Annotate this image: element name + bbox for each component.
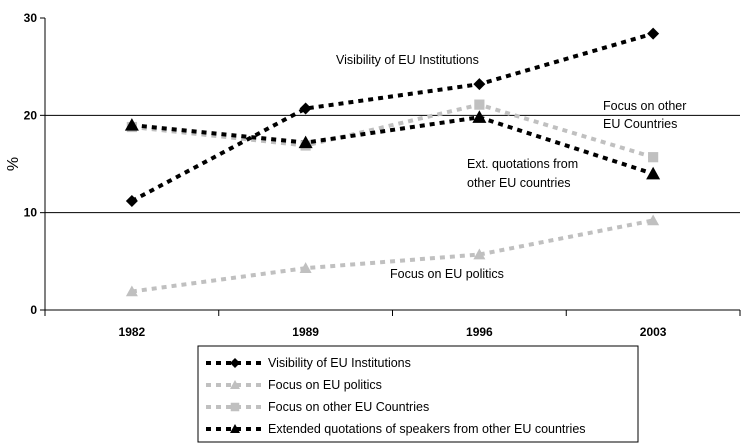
- legend-label-0: Visibility of EU Institutions: [268, 356, 411, 370]
- data-point-3-3: [646, 166, 661, 180]
- data-point-3-0: [124, 118, 139, 131]
- data-point-1-2: [473, 248, 486, 260]
- legend-marker-0: [230, 358, 240, 368]
- data-point-0-1: [299, 102, 312, 115]
- y-tick-label: 10: [24, 206, 38, 220]
- series-markers: [124, 27, 661, 297]
- grid-lines: [45, 114, 740, 214]
- annotation-focus-other: Focus on other EU Countries: [603, 99, 686, 131]
- series-line-0: [130, 31, 654, 203]
- legend-label-2: Focus on other EU Countries: [268, 400, 429, 414]
- x-tick-label: 2003: [640, 325, 667, 339]
- data-point-1-3: [647, 214, 660, 226]
- data-point-0-2: [473, 78, 486, 91]
- data-point-2-3: [648, 152, 659, 163]
- series-line-2: [131, 102, 654, 160]
- annotation-focus-politics: Focus on EU politics: [390, 267, 504, 281]
- series-lines: [130, 31, 654, 294]
- data-point-3-1: [298, 135, 313, 149]
- data-point-2-2: [474, 99, 485, 110]
- data-point-3-2: [472, 110, 487, 123]
- legend-label-1: Focus on EU politics: [268, 378, 382, 392]
- axes: 0 10 20 30 1982 1989 1996 2003%: [5, 11, 741, 339]
- y-tick-label: 20: [24, 108, 38, 122]
- legend-marker-1: [230, 380, 240, 389]
- legend-box: [197, 345, 639, 443]
- legend-marker-3: [230, 424, 240, 433]
- annotations: Visibility of EU Institutions Focus on ot…: [336, 53, 686, 281]
- legend: Visibility of EU Institutions Focus on EU…: [197, 345, 639, 443]
- series-line-1: [131, 218, 654, 294]
- data-point-0-3: [647, 27, 660, 40]
- legend-marker-2: [230, 402, 240, 412]
- series-line-3: [131, 115, 654, 176]
- x-tick-label: 1982: [119, 325, 146, 339]
- y-tick-label: 0: [30, 303, 37, 317]
- data-point-1-1: [299, 262, 312, 273]
- y-axis-label: %: [5, 157, 22, 171]
- data-point-0-0: [125, 194, 138, 207]
- y-tick-label: 30: [24, 11, 38, 25]
- x-tick-label: 1996: [466, 325, 493, 339]
- legend-label-3: Extended quotations of speakers from oth…: [268, 422, 586, 436]
- annotation-ext-quotes: Ext. quotations from other EU countries: [467, 157, 578, 190]
- x-tick-label: 1989: [292, 325, 319, 339]
- annotation-visibility: Visibility of EU Institutions: [336, 53, 479, 67]
- data-point-1-0: [125, 285, 138, 297]
